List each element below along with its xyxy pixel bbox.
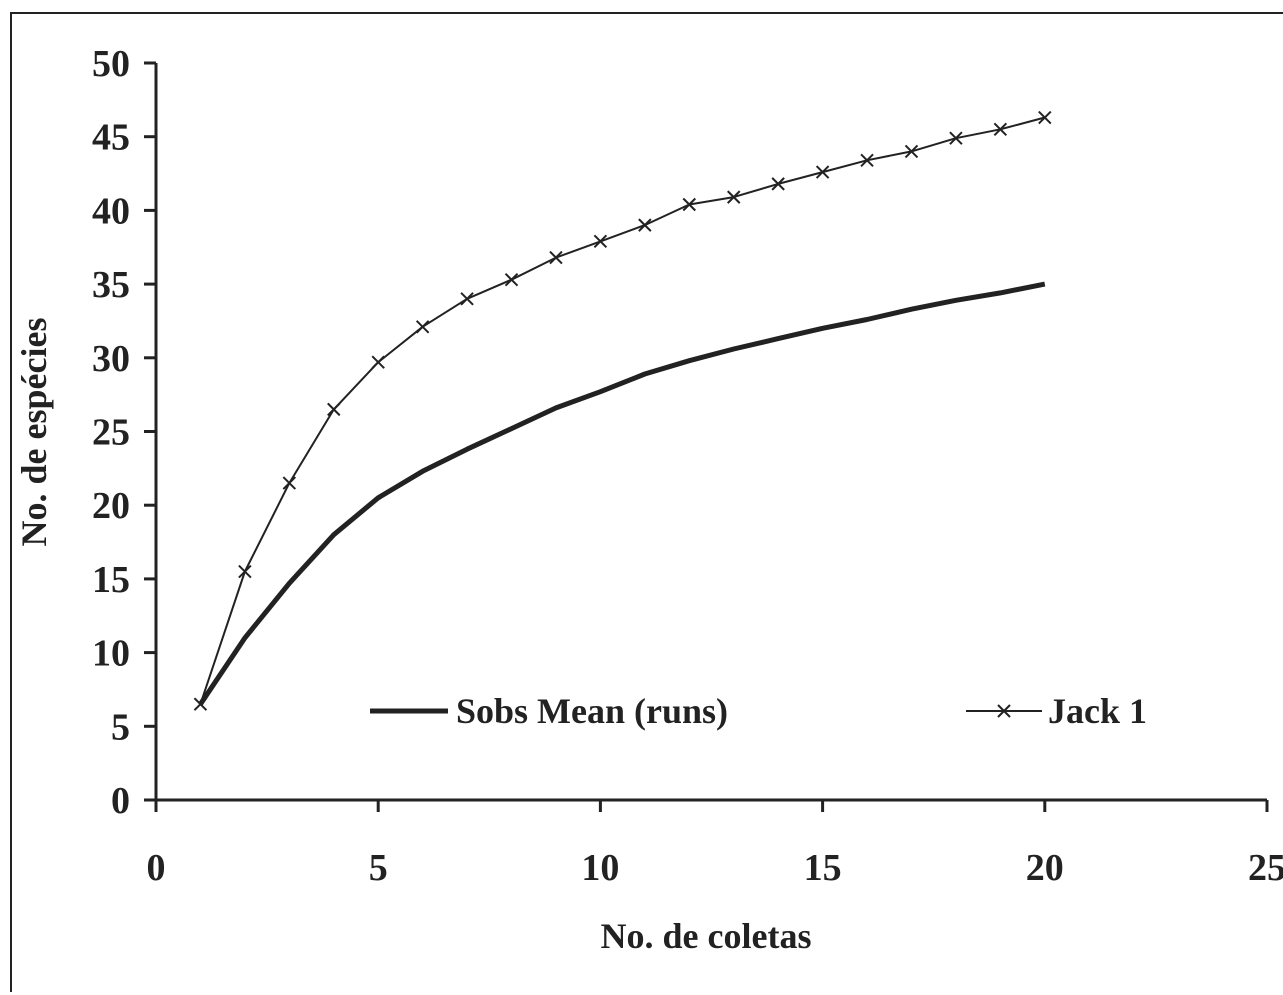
data-point-marker — [506, 274, 518, 286]
y-tick-label: 25 — [92, 412, 130, 454]
x-tick-label: 15 — [804, 847, 842, 889]
data-point-marker — [594, 235, 606, 247]
y-tick-label: 50 — [92, 43, 130, 85]
series-line-sobs-mean — [200, 284, 1044, 704]
x-axis-title: No. de coletas — [601, 916, 812, 956]
data-point-marker — [417, 321, 429, 333]
y-tick-label: 5 — [111, 706, 130, 748]
data-point-marker — [817, 166, 829, 178]
data-point-marker — [1039, 112, 1051, 124]
data-point-marker — [461, 293, 473, 305]
axes — [156, 63, 1267, 800]
y-tick-label: 20 — [92, 485, 130, 527]
y-tick-label: 45 — [92, 117, 130, 159]
series-line-jack1 — [200, 118, 1044, 705]
y-tick-label: 35 — [92, 264, 130, 306]
data-point-marker — [283, 477, 295, 489]
legend-label-jack1: Jack 1 — [1048, 691, 1147, 731]
y-tick-label: 10 — [92, 633, 130, 675]
y-ticks: 0 5 10 15 20 25 30 35 40 45 50 — [92, 43, 156, 822]
y-tick-label: 15 — [92, 559, 130, 601]
data-point-marker — [239, 566, 251, 578]
legend-label-sobs-mean: Sobs Mean (runs) — [456, 691, 728, 731]
data-point-marker — [639, 219, 651, 231]
data-point-marker — [550, 252, 562, 264]
x-tick-label: 20 — [1026, 847, 1064, 889]
data-point-marker — [772, 178, 784, 190]
x-tick-label: 10 — [581, 847, 619, 889]
y-tick-label: 40 — [92, 190, 130, 232]
y-axis-title: No. de espécies — [14, 318, 54, 547]
x-tick-label: 0 — [147, 847, 166, 889]
x-ticks: 0 5 10 15 20 25 — [147, 800, 1283, 889]
plot-area — [194, 112, 1050, 711]
data-point-marker — [372, 356, 384, 368]
data-point-marker — [328, 403, 340, 415]
legend: Sobs Mean (runs) Jack 1 — [370, 691, 1147, 731]
y-tick-label: 30 — [92, 338, 130, 380]
y-tick-label: 0 — [111, 780, 130, 822]
x-tick-label: 25 — [1248, 847, 1283, 889]
x-tick-label: 5 — [369, 847, 388, 889]
